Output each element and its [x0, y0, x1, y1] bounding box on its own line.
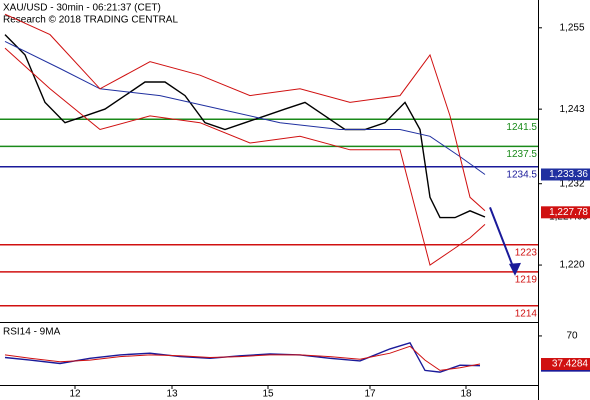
projection-line	[489, 207, 516, 273]
level-label-bg	[502, 273, 538, 286]
level-label-bg	[502, 148, 538, 161]
level-label-bg	[502, 246, 538, 259]
x-tick-label: 18	[460, 389, 472, 400]
level-label: 1237.5	[506, 149, 537, 160]
value-label-bg	[541, 358, 590, 371]
y-tick-label: 1,232	[559, 178, 584, 189]
y-tick-label: 1,243	[559, 104, 584, 115]
value-label-bg	[541, 168, 590, 181]
value-label-bg	[541, 206, 590, 219]
y-tick-label: 1,255	[559, 22, 584, 33]
series-line	[4, 345, 481, 371]
rsi-title: RSI14 - 9MA	[3, 327, 61, 338]
series-line	[4, 34, 486, 219]
level-label-bg	[502, 168, 538, 181]
level-label: 1214	[515, 308, 538, 319]
level-label-bg	[502, 307, 538, 320]
value-label: 37.4284	[552, 359, 589, 370]
value-label: 1,233.36	[549, 169, 588, 180]
x-tick-label: 15	[262, 389, 274, 400]
level-label-bg	[502, 121, 538, 134]
x-tick-label: 13	[166, 389, 178, 400]
level-label: 1223	[515, 247, 538, 258]
series-line	[4, 40, 486, 175]
level-label: 1241.5	[506, 122, 537, 133]
level-label: 1234.5	[506, 169, 537, 180]
chart-title: XAU/USD - 30min - 06:21:37 (CET)	[3, 3, 161, 14]
series-line	[4, 13, 486, 212]
level-label: 1219	[515, 274, 538, 285]
x-tick-label: 17	[364, 389, 376, 400]
projection-arrowhead	[509, 262, 521, 276]
chart-subtitle: Research © 2018 TRADING CENTRAL	[3, 15, 178, 26]
x-tick-label: 12	[69, 389, 81, 400]
y-tick-label: 1,220	[559, 260, 584, 271]
series-line	[4, 341, 481, 373]
y-tick-label: 70	[566, 331, 578, 342]
value-label: 1,227.78	[549, 207, 588, 218]
series-line	[4, 47, 486, 266]
